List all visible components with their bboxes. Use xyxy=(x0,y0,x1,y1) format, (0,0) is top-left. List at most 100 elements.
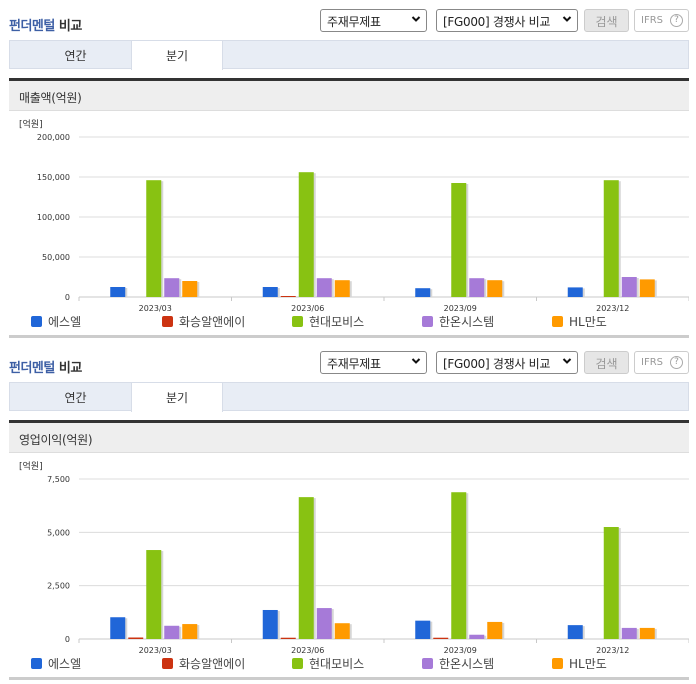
chart-panel: 매출액(억원) [억원] 0 50,000 100,000 150,000 200,000… xyxy=(9,78,689,338)
legend-label: 화승알앤에이 xyxy=(179,315,246,329)
legend-item[interactable]: 현대모비스 xyxy=(292,313,364,329)
legend-label: 에스엘 xyxy=(48,657,82,671)
fundamental-compare-revenue-section: 펀더멘털 비교 주재무제표 [FG000] 경쟁사 비교 검색 IFRS ? 연… xyxy=(0,0,696,338)
bar-1[interactable] xyxy=(567,287,583,297)
statement-type-select[interactable]: 주재무제표 xyxy=(320,9,427,32)
bar-4[interactable] xyxy=(164,625,180,639)
bar-1[interactable] xyxy=(567,625,583,639)
y-tick-label: 0 xyxy=(65,635,70,644)
legend-label: 화승알앤에이 xyxy=(179,657,246,671)
y-tick-label: 50,000 xyxy=(42,253,70,262)
bar-5[interactable] xyxy=(639,627,655,639)
legend-item[interactable]: HL만도 xyxy=(552,655,607,671)
y-tick-label: 5,000 xyxy=(47,528,70,537)
bar-3[interactable] xyxy=(298,172,314,297)
bar-1[interactable] xyxy=(262,287,278,297)
legend-swatch-icon xyxy=(422,316,433,327)
help-icon[interactable]: ? xyxy=(670,356,683,369)
legend-swatch-icon xyxy=(552,316,563,327)
bar-3[interactable] xyxy=(603,527,619,639)
section-title: 펀더멘털 비교 xyxy=(9,15,82,34)
legend-swatch-icon xyxy=(552,658,563,669)
bar-4[interactable] xyxy=(469,634,485,639)
tab-quarterly[interactable]: 분기 xyxy=(131,41,223,70)
y-tick-label: 150,000 xyxy=(37,173,70,182)
bar-3[interactable] xyxy=(451,183,467,297)
bar-1[interactable] xyxy=(262,609,278,639)
bar-4[interactable] xyxy=(621,277,637,297)
bar-2[interactable] xyxy=(433,637,449,639)
tab-annual[interactable]: 연간 xyxy=(64,49,87,63)
search-button[interactable]: 검색 xyxy=(584,9,629,32)
legend-label: 한온시스템 xyxy=(439,657,495,671)
statement-type-value: 주재무제표 xyxy=(327,15,381,29)
bar-1[interactable] xyxy=(110,617,126,639)
legend-item[interactable]: 에스엘 xyxy=(31,313,81,329)
panel-bottom-border xyxy=(9,677,689,680)
legend-item[interactable]: 화승알앤에이 xyxy=(162,313,245,329)
legend-item[interactable]: 한온시스템 xyxy=(422,313,494,329)
bar-4[interactable] xyxy=(469,278,485,297)
bar-1[interactable] xyxy=(415,288,431,297)
bar-5[interactable] xyxy=(182,281,198,297)
x-tick-label: 2023/03 xyxy=(139,646,172,655)
legend-item[interactable]: 화승알앤에이 xyxy=(162,655,245,671)
tab-quarterly[interactable]: 분기 xyxy=(131,383,223,412)
fundamental-compare-operating-profit-section: 펀더멘털 비교 주재무제표 [FG000] 경쟁사 비교 검색 IFRS ? 연… xyxy=(0,342,696,684)
bar-3[interactable] xyxy=(146,180,162,297)
ifrs-button[interactable]: IFRS ? xyxy=(634,351,689,374)
bar-1[interactable] xyxy=(110,287,126,297)
legend-swatch-icon xyxy=(422,658,433,669)
legend-item[interactable]: 한온시스템 xyxy=(422,655,494,671)
bar-5[interactable] xyxy=(334,623,350,639)
legend-item[interactable]: 에스엘 xyxy=(31,655,81,671)
title-rest: 비교 xyxy=(54,19,82,34)
statement-type-value: 주재무제표 xyxy=(327,357,381,371)
bar-5[interactable] xyxy=(334,280,350,297)
legend-swatch-icon xyxy=(162,316,173,327)
statement-type-select[interactable]: 주재무제표 xyxy=(320,351,427,374)
bar-4[interactable] xyxy=(621,627,637,639)
x-tick-label: 2023/12 xyxy=(596,304,629,313)
bar-5[interactable] xyxy=(182,624,198,639)
bar-3[interactable] xyxy=(451,492,467,639)
bar-5[interactable] xyxy=(487,280,503,297)
peer-group-select[interactable]: [FG000] 경쟁사 비교 xyxy=(436,9,578,32)
ifrs-button[interactable]: IFRS ? xyxy=(634,9,689,32)
legend-label: 현대모비스 xyxy=(309,315,365,329)
x-tick-label: 2023/09 xyxy=(444,646,477,655)
tab-annual[interactable]: 연간 xyxy=(64,391,87,405)
bar-3[interactable] xyxy=(146,550,162,639)
legend-item[interactable]: 현대모비스 xyxy=(292,655,364,671)
chevron-down-icon xyxy=(411,16,421,22)
bar-4[interactable] xyxy=(164,278,180,297)
bar-5[interactable] xyxy=(639,279,655,297)
search-button[interactable]: 검색 xyxy=(584,351,629,374)
y-axis-unit: [억원] xyxy=(19,118,43,130)
chart-title: 매출액(억원) xyxy=(9,81,689,111)
section-header: 펀더멘털 비교 주재무제표 [FG000] 경쟁사 비교 검색 IFRS ? xyxy=(0,342,696,382)
bar-4[interactable] xyxy=(316,278,332,297)
bar-1[interactable] xyxy=(415,620,431,639)
section-header: 펀더멘털 비교 주재무제표 [FG000] 경쟁사 비교 검색 IFRS ? xyxy=(0,0,696,40)
panel-divider xyxy=(9,78,689,81)
bar-4[interactable] xyxy=(316,608,332,639)
chevron-down-icon xyxy=(562,358,572,364)
period-tabs: 연간 분기 xyxy=(9,382,689,412)
bar-2[interactable] xyxy=(280,296,296,297)
bar-3[interactable] xyxy=(603,180,619,297)
peer-group-select[interactable]: [FG000] 경쟁사 비교 xyxy=(436,351,578,374)
y-tick-label: 2,500 xyxy=(47,582,70,591)
title-highlight: 펀더멘털 xyxy=(9,361,55,376)
bar-5[interactable] xyxy=(487,621,503,639)
bar-3[interactable] xyxy=(298,497,314,639)
bar-2[interactable] xyxy=(128,637,144,639)
chart-panel: 영업이익(억원) [억원] 0 2,500 5,000 7,500 2023/03 2023… xyxy=(9,420,689,680)
legend-swatch-icon xyxy=(31,658,42,669)
panel-divider xyxy=(9,420,689,423)
help-icon[interactable]: ? xyxy=(670,14,683,27)
title-highlight: 펀더멘털 xyxy=(9,19,55,34)
bar-2[interactable] xyxy=(280,637,296,639)
legend-item[interactable]: HL만도 xyxy=(552,313,607,329)
y-tick-label: 7,500 xyxy=(47,475,70,484)
